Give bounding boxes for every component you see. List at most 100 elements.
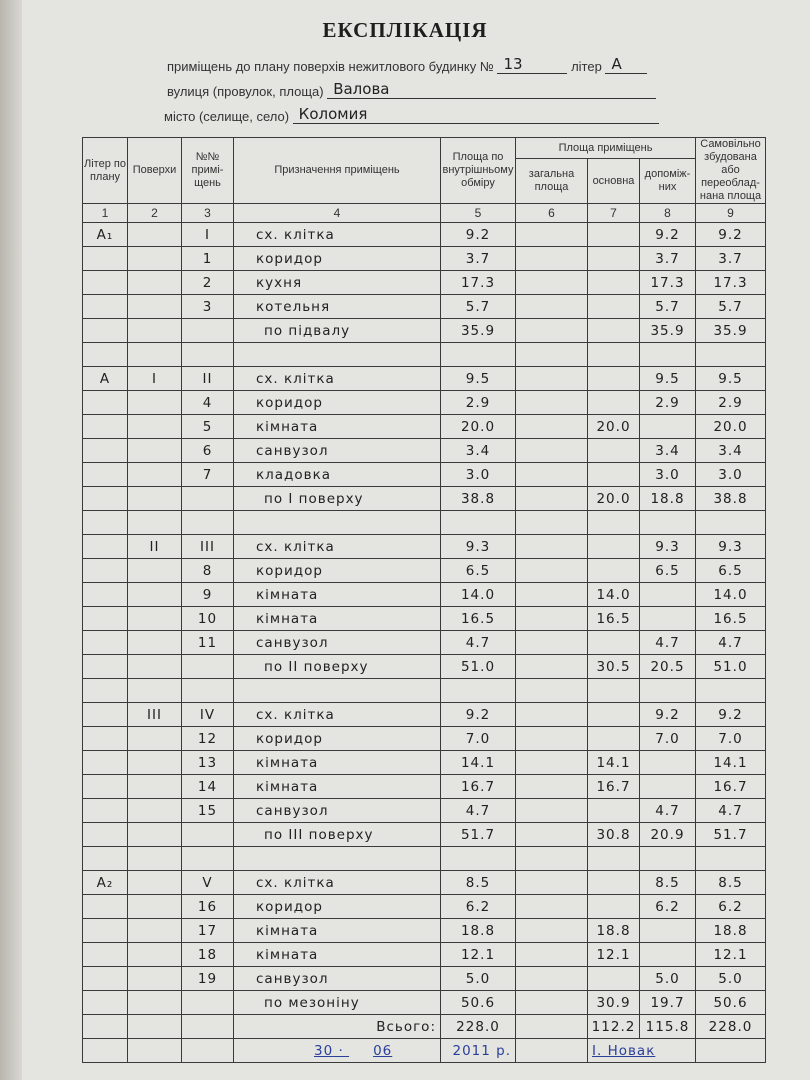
purpose-cell: кімната (233, 414, 441, 439)
unauthorized-area-cell (695, 678, 766, 703)
aux-area-cell: 19.7 (639, 990, 696, 1015)
total-area-cell (515, 726, 588, 751)
purpose-cell: кухня (233, 270, 441, 295)
room-number-cell: 5 (181, 414, 234, 439)
inner-area-cell: 17.3 (440, 270, 516, 295)
unauthorized-area-cell: 51.0 (695, 654, 766, 679)
aux-area-cell: 8.5 (639, 870, 696, 895)
unauthorized-area-cell: 38.8 (695, 486, 766, 511)
main-area-cell: 30.8 (587, 822, 640, 847)
room-number-cell: 17 (181, 918, 234, 943)
floor-cell (127, 246, 182, 271)
purpose-cell: кладовка (233, 462, 441, 487)
floor-cell (127, 582, 182, 607)
inner-area-cell: 6.2 (440, 894, 516, 919)
room-number-cell (181, 990, 234, 1015)
inner-area-cell: 2.9 (440, 390, 516, 415)
aux-area-cell (639, 606, 696, 631)
liter-label: літер (571, 59, 602, 74)
unauthorized-area-cell: 5.0 (695, 966, 766, 991)
floor-cell (127, 318, 182, 343)
page-edge (0, 0, 22, 1080)
table-row: по II поверху 51.0 30.5 20.5 51.0 (82, 654, 766, 679)
total-area-cell (515, 390, 588, 415)
room-number-cell (181, 678, 234, 703)
floor-cell (127, 894, 182, 919)
floor-cell (127, 942, 182, 967)
purpose-cell (233, 846, 441, 871)
street-label: вулиця (провулок, площа) (167, 84, 324, 99)
header-inner-area: Площа по внутрішньому обміру (440, 137, 516, 204)
floor-cell (127, 798, 182, 823)
unauthorized-area-cell: 4.7 (695, 798, 766, 823)
room-number-cell (181, 318, 234, 343)
room-number-cell: 3 (181, 294, 234, 319)
inner-area-cell: 9.2 (440, 222, 516, 247)
aux-area-cell (639, 510, 696, 535)
building-label: приміщень до плану поверхів нежитлового … (167, 59, 494, 74)
main-area-cell (587, 678, 640, 703)
unauthorized-area-cell (695, 342, 766, 367)
unauthorized-area-cell: 3.7 (695, 246, 766, 271)
liter-cell (82, 942, 128, 967)
purpose-cell: сх. клітка (233, 702, 441, 727)
table-row: 11 санвузол 4.7 4.7 4.7 (82, 630, 766, 655)
floor-cell (127, 606, 182, 631)
unauthorized-area-cell: 51.7 (695, 822, 766, 847)
inner-area-cell: 5.0 (440, 966, 516, 991)
aux-area-cell: 17.3 (639, 270, 696, 295)
purpose-cell: по підвалу (233, 318, 441, 343)
column-number: 6 (515, 203, 588, 223)
inner-area-cell: 9.3 (440, 534, 516, 559)
main-area-cell (587, 246, 640, 271)
total-area-cell (515, 1014, 588, 1039)
table-row: 16 коридор 6.2 6.2 6.2 (82, 894, 766, 919)
total-area-cell (515, 942, 588, 967)
main-area-cell (587, 558, 640, 583)
unauthorized-area-cell: 12.1 (695, 942, 766, 967)
floor-cell (127, 822, 182, 847)
aux-area-cell: 7.0 (639, 726, 696, 751)
aux-area-cell: 9.3 (639, 534, 696, 559)
signature-row: 30 · 06 2011 р. І. Новак (82, 1038, 766, 1063)
total-area-cell (515, 342, 588, 367)
room-number-cell (181, 822, 234, 847)
inner-area-cell (440, 678, 516, 703)
liter-cell: А₁ (82, 222, 128, 247)
room-number-cell: III (181, 534, 234, 559)
aux-area-cell: 9.2 (639, 702, 696, 727)
explication-table: Літер по плану Поверхи №№ примі-щень При… (82, 137, 766, 1063)
unauthorized-area-cell: 6.5 (695, 558, 766, 583)
aux-area-cell (639, 846, 696, 871)
main-area-cell: 30.5 (587, 654, 640, 679)
main-area-cell: 14.0 (587, 582, 640, 607)
table-row (82, 510, 766, 535)
column-number: 5 (440, 203, 516, 223)
purpose-cell: котельня (233, 294, 441, 319)
room-number-cell: 9 (181, 582, 234, 607)
aux-area-cell (639, 750, 696, 775)
liter-cell (82, 606, 128, 631)
floor-cell (127, 510, 182, 535)
floor-cell: III (127, 702, 182, 727)
header-room-no: №№ примі-щень (181, 137, 234, 204)
floor-cell (127, 990, 182, 1015)
main-area-cell (587, 366, 640, 391)
table-row: 12 коридор 7.0 7.0 7.0 (82, 726, 766, 751)
table-row: А I II сх. клітка 9.5 9.5 9.5 (82, 366, 766, 391)
main-area-cell: 12.1 (587, 942, 640, 967)
aux-area-cell: 3.0 (639, 462, 696, 487)
purpose-cell: санвузол (233, 966, 441, 991)
purpose-cell: Всього: (233, 1014, 441, 1039)
liter-cell (82, 1014, 128, 1039)
liter-cell (82, 462, 128, 487)
main-area-cell: 20.0 (587, 486, 640, 511)
main-area-cell (587, 534, 640, 559)
unauthorized-area-cell: 4.7 (695, 630, 766, 655)
table-row: 9 кімната 14.0 14.0 14.0 (82, 582, 766, 607)
liter-cell (82, 486, 128, 511)
inner-area-cell (440, 846, 516, 871)
date-day-month: 30 · 06 (233, 1038, 441, 1063)
total-area-cell (515, 246, 588, 271)
